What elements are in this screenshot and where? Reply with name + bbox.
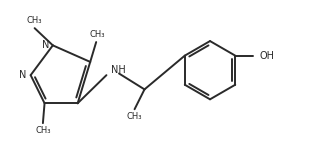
Text: CH₃: CH₃ xyxy=(26,16,42,25)
Text: OH: OH xyxy=(260,51,275,61)
Text: CH₃: CH₃ xyxy=(35,126,51,135)
Text: CH₃: CH₃ xyxy=(127,112,142,121)
Text: N: N xyxy=(19,70,27,80)
Text: N: N xyxy=(42,40,49,50)
Text: NH: NH xyxy=(112,65,126,75)
Text: CH₃: CH₃ xyxy=(89,30,105,39)
